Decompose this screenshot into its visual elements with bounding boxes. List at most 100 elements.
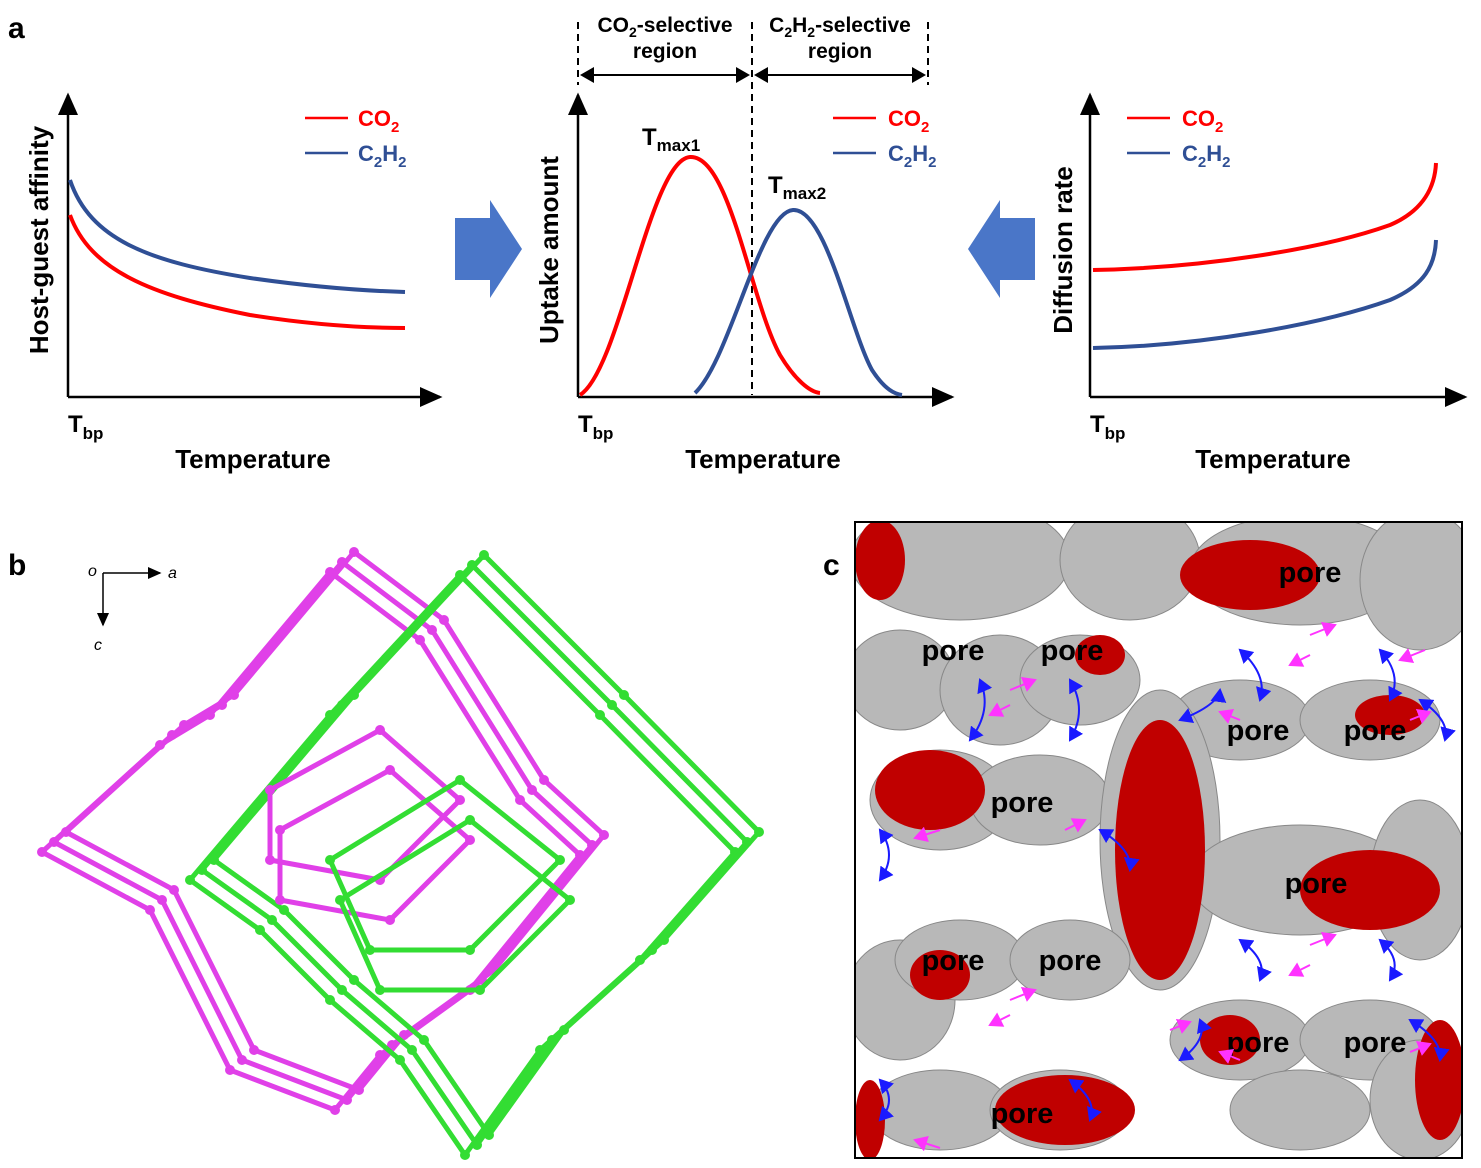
- framework-atom: [145, 905, 155, 915]
- co2-region-label-2: region: [633, 40, 697, 63]
- pore-wall-surface: [1009, 919, 1131, 1001]
- panel-b-label: b: [8, 549, 26, 582]
- crystal-axes: o a c: [88, 563, 177, 654]
- right-arrow-icon: [455, 200, 522, 298]
- framework-atom: [375, 985, 385, 995]
- pore-label: pore: [1279, 557, 1342, 589]
- framework-atom: [249, 1045, 259, 1055]
- y-axis-label: Host-guest affinity: [24, 125, 54, 354]
- framework-atom: [555, 855, 565, 865]
- framework-atom: [659, 935, 669, 945]
- framework-atom: [209, 855, 219, 865]
- framework-atom: [419, 1035, 429, 1045]
- diffusion-path-arrow: [1098, 828, 1140, 872]
- framework-atom: [415, 635, 425, 645]
- pore-label: pore: [1041, 635, 1104, 667]
- framework-bond: [64, 548, 608, 1093]
- framework-atom: [354, 1085, 364, 1095]
- axis-origin-label: o: [88, 563, 97, 580]
- framework-atom: [335, 895, 345, 905]
- co2-diffusion-curve: [1092, 162, 1438, 272]
- gas-flow-arrow: [1288, 962, 1311, 977]
- red-pore-region: [1115, 720, 1205, 980]
- affinity-plot: Host-guest affinity Temperature Tbp CO2 …: [24, 92, 443, 474]
- framework-bond: [327, 776, 564, 953]
- pore-label: pore: [1039, 945, 1102, 977]
- framework-atom: [607, 700, 617, 710]
- pore-label: pore: [991, 1098, 1054, 1130]
- framework-atom: [225, 1065, 235, 1075]
- red-pore-region: [1180, 540, 1320, 610]
- legend-c2h2: C2H2: [888, 141, 936, 171]
- gas-flow-arrow: [1009, 677, 1037, 692]
- panel-c-border: [854, 521, 1463, 1159]
- co2-uptake-curve: [578, 154, 821, 397]
- red-pore-region: [855, 1080, 885, 1158]
- gas-flow-arrow: [1064, 818, 1087, 833]
- legend-c2h2: C2H2: [358, 141, 406, 171]
- framework-atom: [49, 837, 59, 847]
- framework-atom: [455, 775, 465, 785]
- legend-co2: CO2: [1182, 106, 1223, 136]
- co2-region-label: CO2-selective: [597, 14, 732, 40]
- diffusion-path-arrow: [1068, 1078, 1102, 1122]
- framework-atom: [275, 825, 285, 835]
- framework-atom: [185, 875, 195, 885]
- framework-atom: [455, 795, 465, 805]
- x-axis-label: Temperature: [685, 444, 841, 474]
- framework-atom: [229, 690, 239, 700]
- pore-label: pore: [1227, 1027, 1290, 1059]
- framework-atom: [465, 835, 475, 845]
- framework-atom: [325, 855, 335, 865]
- diffusion-path-arrow: [1378, 938, 1404, 982]
- framework-atom: [385, 765, 395, 775]
- framework-bond: [200, 561, 751, 1150]
- framework-bond: [337, 816, 574, 993]
- gas-flow-arrow: [913, 826, 941, 842]
- diffusion-path-arrow: [1238, 648, 1272, 702]
- pore-label: pore: [1344, 1027, 1407, 1059]
- framework-atom: [342, 1095, 352, 1105]
- gas-flow-arrow: [1218, 709, 1241, 724]
- gas-flow-arrow: [1409, 709, 1432, 724]
- framework-atom: [475, 985, 485, 995]
- tmax2-label: Tmax2: [768, 172, 826, 203]
- co2-affinity-curve: [68, 214, 406, 330]
- framework-atom: [265, 855, 275, 865]
- pore-label: pore: [1285, 868, 1348, 900]
- gas-flow-arrow: [1409, 1041, 1432, 1056]
- gas-flow-arrow: [1309, 622, 1337, 637]
- framework-atom: [754, 827, 764, 837]
- diffusion-path-arrow: [1238, 938, 1272, 982]
- panel-c-label: c: [823, 549, 840, 582]
- legend-co2: CO2: [888, 106, 929, 136]
- framework-atom: [427, 625, 437, 635]
- framework-atom: [375, 725, 385, 735]
- tmax1-label: Tmax1: [642, 124, 700, 155]
- legend-c2h2: C2H2: [1182, 141, 1230, 171]
- framework-atom: [330, 1105, 340, 1115]
- framework-atom: [395, 1055, 405, 1065]
- framework-atom: [275, 895, 285, 905]
- legend-co2: CO2: [358, 106, 399, 136]
- axis-c-label: c: [94, 637, 102, 654]
- y-axis-label: Diffusion rate: [1048, 166, 1078, 334]
- framework-atom: [237, 1055, 247, 1065]
- pore-label: pore: [1227, 715, 1290, 747]
- c2h2-region-label-2: region: [808, 40, 872, 63]
- pore-label: pore: [922, 635, 985, 667]
- framework-atom: [349, 975, 359, 985]
- framework-atom: [479, 550, 489, 560]
- pore-wall-surface: [869, 1069, 1011, 1151]
- tbp-label: Tbp: [578, 411, 613, 443]
- diffusion-path-arrow: [1408, 1018, 1450, 1062]
- diffusion-path-arrow: [878, 1078, 894, 1122]
- pore-wall-surface: [1059, 522, 1201, 621]
- diffusion-path-arrow: [1378, 648, 1403, 702]
- diffusion-path-arrow: [1068, 678, 1084, 742]
- pore-surface-map: pore pore pore pore pore pore pore pore pore pore…: [854, 521, 1463, 1159]
- gas-flow-arrow: [1398, 648, 1426, 663]
- framework-bond: [267, 726, 464, 883]
- left-arrow-icon: [968, 200, 1035, 298]
